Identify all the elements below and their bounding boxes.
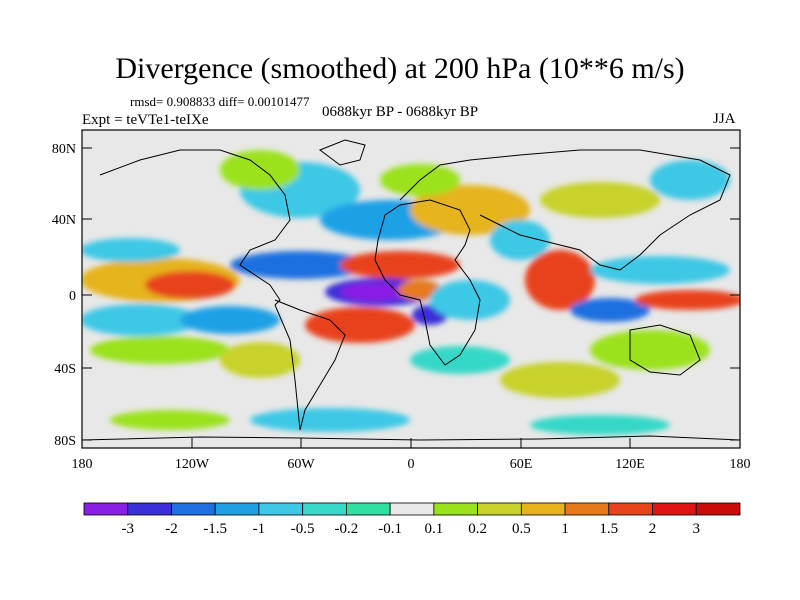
colorbar-label: -0.2 <box>335 521 359 537</box>
lon-axis: 180 120W 60W 0 60E 120E 180 <box>72 438 751 472</box>
south-america-east-coast <box>274 299 346 431</box>
field-blob <box>180 306 280 334</box>
colorbar-label: 1 <box>561 521 569 537</box>
colorbar: -3 -2 -1.5 -1 -0.5 -0.2 -0.1 0.1 0.2 0.5 1 1.5 2 3 <box>83 502 741 537</box>
colorbar-swatch <box>652 502 697 516</box>
lon-label-0: 0 <box>408 457 415 472</box>
colorbar-swatch <box>258 502 304 516</box>
colorbar-label: -0.5 <box>291 521 315 537</box>
colorbar-label: 0.1 <box>424 521 443 537</box>
africa-coast <box>374 199 481 366</box>
lon-label-60e: 60E <box>510 457 533 472</box>
colorbar-swatch <box>214 502 260 516</box>
lat-label-40s: 40S <box>54 362 76 377</box>
season-label: JJA <box>713 111 736 127</box>
field-blob <box>410 185 530 235</box>
antarctica-coast <box>82 435 740 441</box>
colorbar-swatch <box>127 502 172 516</box>
field-blob <box>145 271 235 299</box>
field-blob <box>398 280 442 300</box>
lat-label-80n: 80N <box>52 142 76 157</box>
colorbar-swatch <box>389 502 435 516</box>
colorbar-label: 0.2 <box>468 521 487 537</box>
field-blob <box>220 150 300 190</box>
coastlines <box>82 139 740 441</box>
colorbar-swatch <box>695 502 741 516</box>
field-blob <box>305 307 415 343</box>
lat-label-40n: 40N <box>52 213 76 228</box>
colorbar-swatch <box>520 502 566 516</box>
field-blob <box>650 160 730 200</box>
lon-label-120e: 120E <box>615 457 645 472</box>
plot-title: Divergence (smoothed) at 200 hPa (10**6 … <box>115 52 685 85</box>
field-blob <box>500 362 620 398</box>
colorbar-swatch <box>83 502 129 516</box>
lat-label-0: 0 <box>69 289 76 304</box>
field-blob <box>530 415 670 435</box>
south-america-west-coast <box>274 304 301 431</box>
colorbar-swatch <box>608 502 653 516</box>
australia-coast <box>629 324 701 376</box>
field-blob <box>570 298 650 322</box>
colorbar-swatch <box>564 502 610 516</box>
field-blob <box>90 336 230 364</box>
colorbar-swatch <box>433 502 479 516</box>
field-blob <box>82 238 180 262</box>
lon-label-120w: 120W <box>175 457 210 472</box>
field-blob <box>430 280 510 320</box>
greenland-coast <box>318 139 366 166</box>
divergence-field <box>82 130 740 448</box>
field-blob <box>635 290 740 310</box>
field-blob <box>250 408 410 432</box>
field-blob <box>230 251 370 279</box>
colorbar-label: 0.5 <box>512 521 531 537</box>
colorbar-label: -2 <box>165 521 178 537</box>
experiment-label: Expt = teVTe1-teIXe <box>82 112 209 128</box>
period-label: 0688kyr BP - 0688kyr BP <box>322 104 479 120</box>
eurasia-coast <box>399 149 731 271</box>
lon-label-180w: 180 <box>72 457 93 472</box>
lon-label-60w: 60W <box>287 457 315 472</box>
colorbar-label: 1.5 <box>599 521 618 537</box>
field-blob <box>590 330 710 370</box>
field-blob <box>220 342 300 378</box>
field-blob <box>110 410 230 430</box>
lon-label-180e: 180 <box>730 457 751 472</box>
field-blob <box>490 220 550 260</box>
colorbar-swatch <box>302 502 347 516</box>
colorbar-label: 2 <box>649 521 657 537</box>
field-blob <box>590 256 730 284</box>
field-blob <box>82 304 200 336</box>
colorbar-label: -1 <box>253 521 266 537</box>
colorbar-swatch <box>477 502 522 516</box>
field-blob <box>340 251 460 279</box>
field-blob <box>540 182 660 218</box>
lat-label-80s: 80S <box>54 434 76 449</box>
colorbar-label: 3 <box>693 521 701 537</box>
colorbar-label: -1.5 <box>203 521 227 537</box>
colorbar-swatch <box>345 502 391 516</box>
colorbar-label: -0.1 <box>378 521 402 537</box>
field-blob <box>525 250 595 310</box>
colorbar-label: -3 <box>121 521 134 537</box>
colorbar-swatch <box>171 502 216 516</box>
lat-axis: 80N 40N 0 40S 80S <box>52 142 740 449</box>
north-america-coast <box>99 149 291 306</box>
field-blob <box>410 346 510 374</box>
stats-label: rmsd= 0.908833 diff= 0.00101477 <box>130 94 310 109</box>
